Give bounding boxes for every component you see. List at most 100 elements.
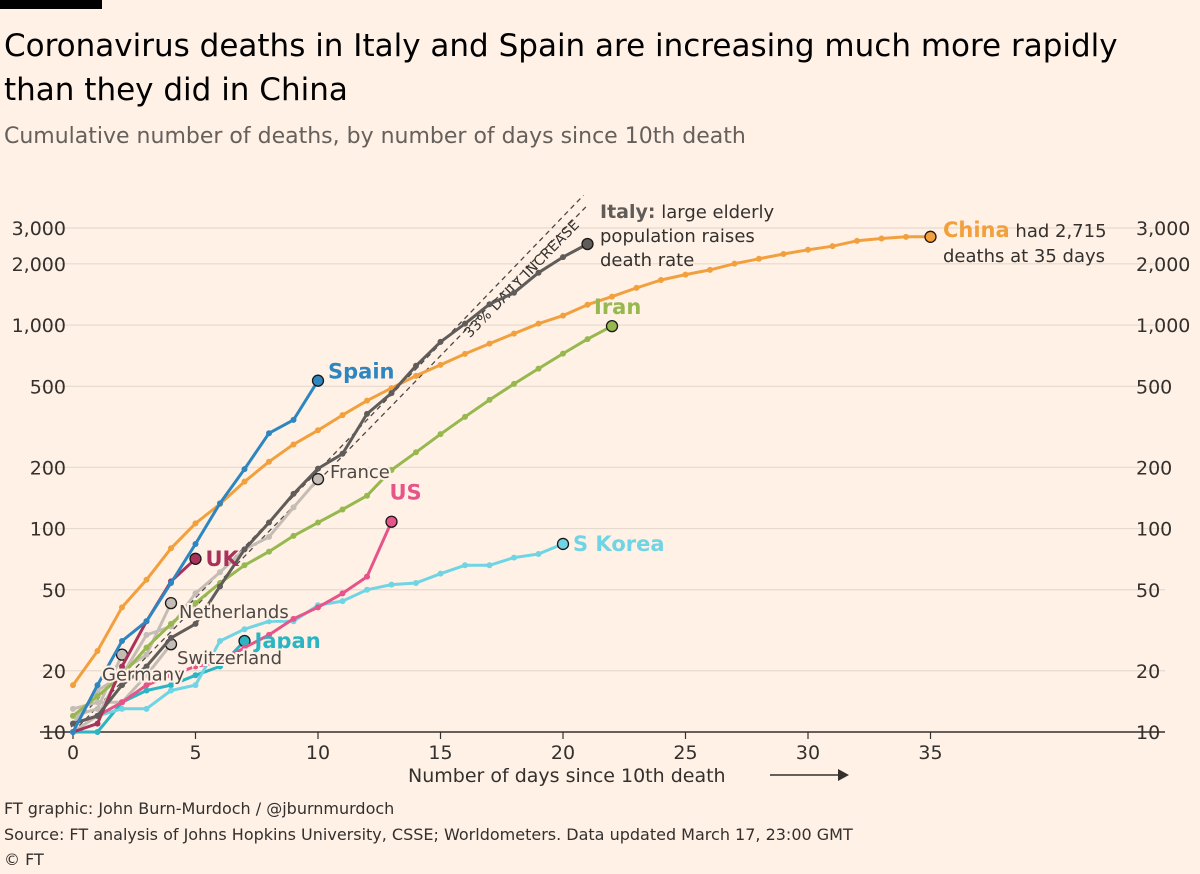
footer-source: Source: FT analysis of Johns Hopkins Uni…	[4, 825, 853, 844]
point-spain	[192, 540, 199, 547]
endpoint-s-korea	[556, 537, 570, 551]
point-spain	[119, 638, 125, 645]
x-tick-label: 20	[551, 742, 575, 764]
point-s-korea	[339, 598, 346, 605]
point-iran	[486, 396, 493, 403]
series-label-france: France	[330, 462, 390, 483]
point-china	[707, 266, 713, 273]
y-tick-label-left: 20	[42, 661, 66, 683]
point-china	[609, 293, 615, 300]
point-uk	[119, 663, 125, 670]
point-italy	[339, 450, 346, 457]
point-s-korea	[462, 562, 468, 569]
x-tick-label: 35	[918, 742, 942, 764]
x-tick-label: 10	[306, 742, 330, 764]
y-tick-label-left: 3,000	[12, 218, 66, 240]
point-italy	[217, 583, 223, 590]
y-tick-label-left: 50	[42, 580, 66, 602]
point-us	[364, 573, 370, 580]
point-france	[266, 533, 272, 540]
point-s-korea	[143, 705, 150, 712]
point-china	[437, 361, 444, 368]
series-label-uk: UK	[206, 547, 240, 571]
point-s-korea	[511, 554, 517, 561]
point-china	[364, 397, 370, 404]
point-china	[854, 237, 860, 244]
point-iran	[462, 413, 468, 420]
point-iran	[364, 492, 370, 499]
point-italy	[364, 410, 370, 417]
series-label-iran: Iran	[594, 295, 641, 319]
guide-line-label: 33% DAILY INCREASE	[461, 217, 583, 341]
point-s-korea	[388, 581, 395, 588]
point-italy	[486, 301, 493, 308]
point-spain	[290, 416, 297, 423]
x-tick-label: 5	[189, 742, 201, 764]
point-japan	[192, 672, 199, 679]
point-france	[217, 569, 223, 576]
gridlines	[40, 227, 1165, 733]
guide-line-parallel	[70, 194, 584, 728]
point-china	[413, 372, 419, 379]
point-china	[119, 604, 125, 611]
point-us	[168, 672, 174, 679]
annotation-italy-line3: death rate	[600, 250, 694, 271]
point-china	[143, 576, 150, 583]
y-tick-label-left: 200	[30, 457, 66, 479]
endpoint-italy	[581, 237, 594, 251]
point-china	[682, 271, 689, 278]
series-label-japan: Japan	[253, 629, 321, 653]
point-italy	[462, 320, 468, 327]
series-labels: Spain Iran UK US S Korea Japan France Netherlan…	[100, 295, 665, 687]
point-italy	[388, 390, 395, 397]
point-us	[192, 663, 199, 670]
point-china	[94, 648, 101, 655]
point-s-korea	[119, 705, 125, 712]
point-china	[168, 545, 174, 552]
point-us	[119, 699, 125, 706]
series-line-us	[72, 521, 393, 726]
series-label-germany: Germany	[102, 665, 185, 686]
point-iran	[535, 365, 542, 372]
point-china	[241, 478, 248, 485]
x-tick-label: 30	[796, 742, 820, 764]
point-us	[143, 682, 150, 689]
point-iran	[437, 431, 444, 438]
endpoint-spain	[311, 374, 325, 387]
endpoint-netherlands	[164, 596, 178, 610]
point-iran	[94, 693, 101, 700]
point-france	[143, 631, 150, 638]
series-label-switzerland: Switzerland	[177, 648, 282, 669]
series-line-japan	[73, 639, 246, 734]
point-china	[339, 412, 346, 419]
series-label-s-korea: S Korea	[573, 532, 665, 556]
point-italy	[437, 338, 444, 345]
point-italy	[266, 519, 272, 526]
endpoint-us	[385, 515, 398, 528]
point-spain	[143, 618, 150, 625]
point-iran	[266, 548, 272, 555]
annotation-china-line2: deaths at 35 days	[943, 246, 1105, 267]
point-italy	[119, 682, 125, 689]
point-iran	[290, 532, 297, 539]
point-iran	[119, 672, 125, 679]
point-iran	[168, 620, 174, 627]
point-china	[780, 250, 787, 257]
point-italy	[290, 490, 297, 497]
point-china	[315, 427, 321, 434]
point-iran	[339, 506, 346, 513]
y-tick-label-right: 200	[1136, 457, 1172, 479]
point-s-korea	[241, 626, 248, 633]
point-china	[878, 235, 885, 242]
point-us	[217, 659, 223, 666]
point-iran	[584, 336, 591, 343]
y-tick-label-right: 100	[1136, 519, 1172, 541]
y-tick-label-left: 10	[42, 722, 66, 744]
point-spain	[217, 500, 223, 507]
point-us	[290, 615, 297, 622]
point-s-korea	[437, 570, 444, 577]
y-tick-label-right: 1,000	[1136, 315, 1190, 337]
point-spain	[266, 430, 272, 437]
point-italy	[192, 620, 199, 627]
point-china	[535, 320, 542, 327]
